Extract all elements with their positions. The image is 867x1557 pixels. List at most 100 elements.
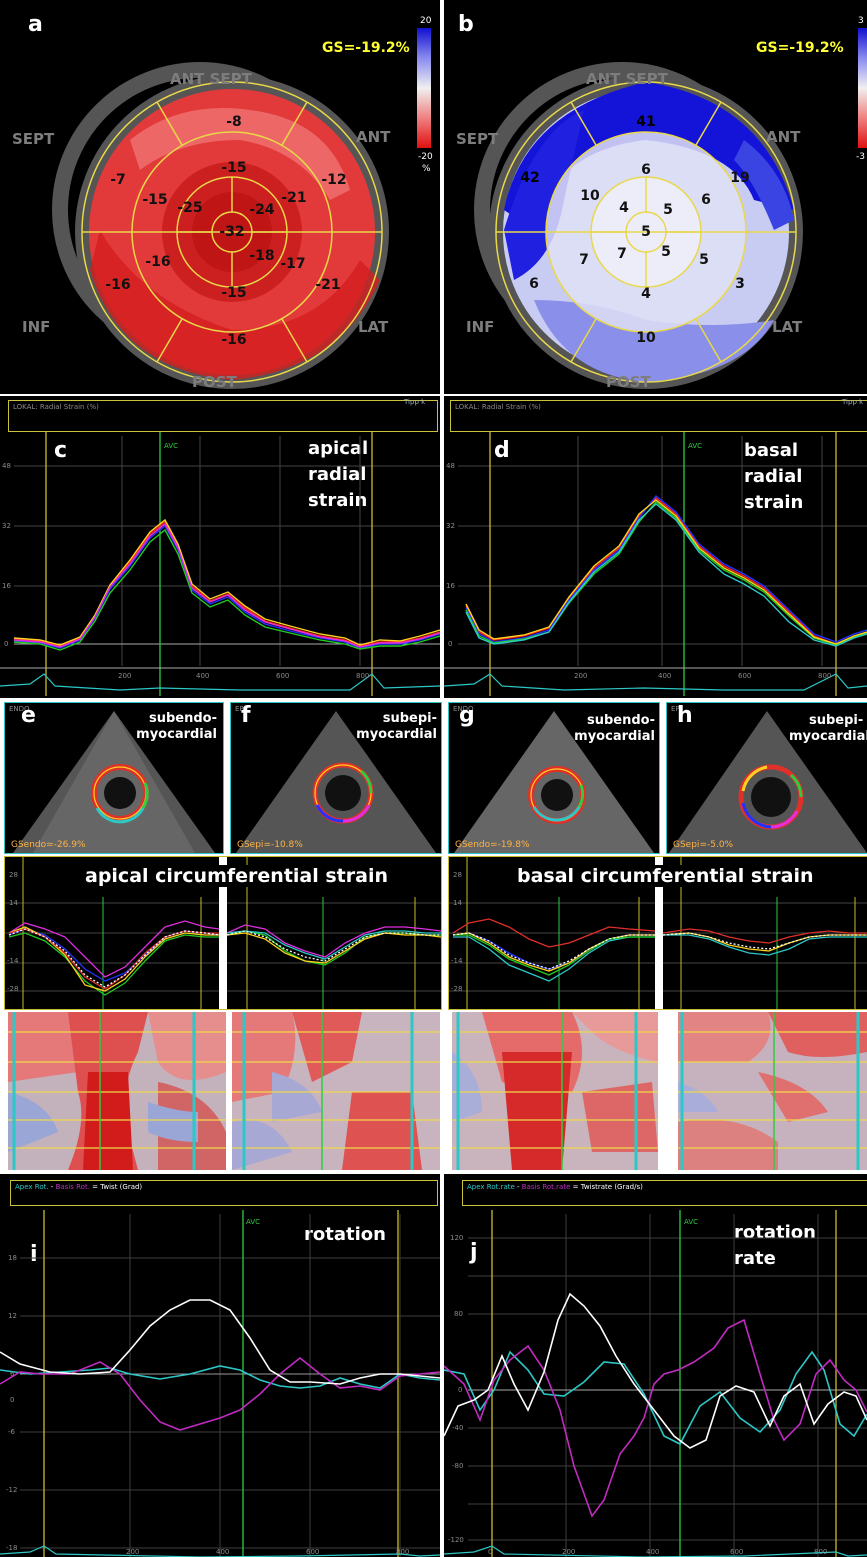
- y-tick: -120: [448, 1536, 464, 1544]
- segment-label: 6: [529, 276, 539, 292]
- header-text-c: LOKAL: Radial Strain (%): [13, 403, 99, 411]
- panel-c-radial-strain: LOKAL: Radial Strain (%) c apical radial…: [0, 396, 440, 698]
- circ-strain-curves-basal: basal circumferential strain 28 14 -14 -…: [448, 856, 867, 1010]
- segment-label: -16: [221, 332, 247, 348]
- y-tick: -80: [452, 1462, 464, 1470]
- y-tick: 28: [9, 871, 18, 879]
- echo-gs-h: GSepi=-5.0%: [673, 840, 734, 850]
- echo-tag-g: ENDO: [453, 705, 474, 713]
- title-c: apical radial strain: [308, 436, 368, 514]
- legend-apex-rate: Apex Rot.rate: [467, 1183, 515, 1191]
- panel-a-bullseye: a GS=-19.2% 20 -20 % ANT SEPT SEPT ANT I…: [0, 0, 440, 394]
- segment-label: -21: [281, 190, 307, 206]
- segment-label: 10: [580, 188, 600, 204]
- avc-label-j: AVC: [684, 1218, 699, 1226]
- colorbar-bottom-a: -20: [418, 152, 433, 162]
- echo-gs-e: GSendo=-26.9%: [11, 840, 86, 850]
- echo-image-h: [669, 711, 867, 853]
- segment-label: -16: [105, 277, 131, 293]
- segment-label: -15: [221, 160, 247, 176]
- dir-post-a: POST: [192, 373, 237, 391]
- segment-label: -15: [221, 285, 247, 301]
- echo-tag-f: EPI: [235, 705, 246, 713]
- title-line: apical: [308, 438, 369, 459]
- x-tick: 200: [126, 1548, 140, 1556]
- panel-letter-f: f: [241, 703, 251, 728]
- legend-basis-rate: Basis Rot.rate: [521, 1183, 571, 1191]
- title-line: basal: [744, 440, 799, 461]
- segment-label: -7: [110, 172, 126, 188]
- strain-map-basal-endo: [452, 1012, 658, 1170]
- y-tick: 14: [453, 899, 462, 907]
- bullseye-b: [474, 62, 803, 389]
- segment-label: 4: [641, 286, 651, 302]
- segment-label: -32: [219, 224, 245, 240]
- dir-ant-a: ANT: [356, 128, 391, 146]
- dir-inf-a: INF: [22, 318, 51, 336]
- segment-label: 5: [641, 224, 651, 240]
- echo-panel-e: ENDO e subendo- myocardial GSendo=-26.9%: [4, 702, 224, 854]
- chart-header-d: LOKAL: Radial Strain (%): [450, 400, 867, 432]
- echo-panel-f: EPI f subepi- myocardial GSepi=-10.8%: [230, 702, 442, 854]
- avc-label-d: AVC: [688, 442, 703, 450]
- strain-map-basal-endo-image: [452, 1012, 658, 1170]
- echo-image-f: [236, 711, 436, 853]
- title-line: radial: [308, 464, 367, 485]
- y-tick: 32: [446, 522, 455, 530]
- label-line: subepi-: [382, 711, 437, 726]
- y-tick: 0: [458, 1386, 463, 1394]
- panel-letter-c: c: [54, 438, 68, 463]
- panel-letter-h: h: [677, 703, 693, 728]
- x-tick: 800: [818, 672, 832, 680]
- panel-letter-d: d: [494, 438, 510, 463]
- colorbar-b: [858, 28, 867, 148]
- circ-strain-curves-apical: apical circumferential strain 28 14 -14 …: [4, 856, 442, 1010]
- panel-letter-i: i: [30, 1242, 38, 1267]
- apical-circ-title: apical circumferential strain: [79, 865, 394, 887]
- legend-twist-rate: Twistrate (Grad/s): [580, 1183, 643, 1191]
- colorbar-bottom-b: -3: [856, 152, 865, 162]
- echo-panel-g: ENDO g subendo- myocardial GSendo=-19.8%: [448, 702, 660, 854]
- segment-label: -25: [177, 200, 203, 216]
- y-tick: 120: [450, 1234, 464, 1242]
- echo-label-h: subepi- myocardial: [789, 713, 867, 745]
- label-line: subepi-: [809, 713, 864, 728]
- segment-label: -17: [280, 256, 306, 272]
- segment-label: 10: [636, 330, 656, 346]
- segment-label: 4: [619, 200, 629, 216]
- segment-label: -18: [249, 248, 275, 264]
- y-tick: -40: [452, 1424, 464, 1432]
- label-line: myocardial: [789, 729, 867, 744]
- echo-label-f: subepi- myocardial: [356, 711, 437, 743]
- echo-image-e: [13, 711, 215, 853]
- colorbar-a: [417, 28, 431, 148]
- panel-letter-e: e: [21, 703, 36, 728]
- title-line: rate: [734, 1248, 776, 1269]
- y-tick: 0: [448, 640, 453, 648]
- x-tick: 400: [216, 1548, 230, 1556]
- chart-header-i: Apex Rot. - Basis Rot. = Twist (Grad): [10, 1180, 438, 1206]
- title-line: strain: [308, 490, 368, 511]
- y-tick: 0: [4, 640, 9, 648]
- panel-b-bullseye: b GS=-19.2% 3 -3 ANT SEPT SEPT ANT INF L…: [444, 0, 867, 394]
- label-line: myocardial: [356, 727, 437, 742]
- title-d: basal radial strain: [744, 438, 803, 516]
- panel-letter-b: b: [458, 12, 474, 37]
- segment-label: 42: [520, 170, 540, 186]
- echo-panel-h: EPI h subepi- myocardial GSepi=-5.0%: [666, 702, 867, 854]
- y-tick: -14: [7, 957, 19, 965]
- strain-map-apical-epi-image: [232, 1012, 440, 1170]
- bullseye-a: [52, 62, 389, 389]
- segment-label: 19: [730, 170, 750, 186]
- panel-letter-j: j: [470, 1240, 478, 1265]
- segment-label: -21: [315, 277, 341, 293]
- echo-tag-h: EPI: [671, 705, 682, 713]
- x-tick: 600: [306, 1548, 320, 1556]
- label-line: subendo-: [148, 711, 217, 726]
- x-tick: 200: [118, 672, 132, 680]
- x-tick: 400: [646, 1548, 660, 1556]
- x-tick: 600: [738, 672, 752, 680]
- dir-ant-sept-a: ANT SEPT: [170, 70, 252, 88]
- segment-label: 5: [699, 252, 709, 268]
- panel-i-rotation: Apex Rot. - Basis Rot. = Twist (Grad) i …: [0, 1174, 440, 1557]
